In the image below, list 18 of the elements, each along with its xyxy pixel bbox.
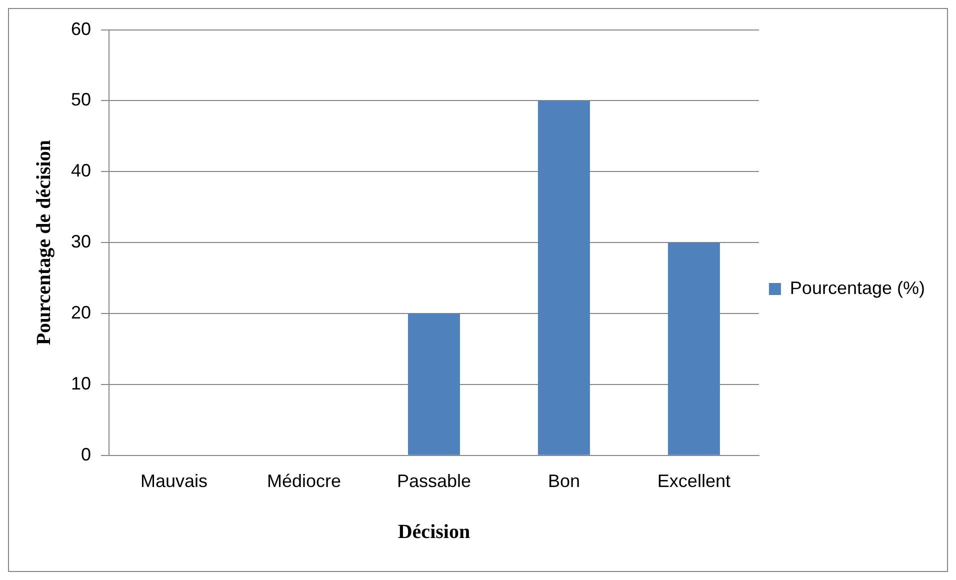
x-tick-label: Médiocre [266,471,342,492]
bar [668,242,720,455]
y-tick-label: 60 [70,18,92,39]
y-tick-label: 20 [70,302,92,322]
x-tick-label: Passable [396,471,472,492]
y-tick-label: 30 [70,232,92,252]
y-axis-title: Pourcentage de décision [33,140,56,346]
y-tick-label: 50 [70,90,92,110]
legend-label: Pourcentage (%) [790,278,926,298]
x-axis-title: Décision [398,521,470,544]
y-tick-label: 10 [70,373,92,394]
bar [408,314,460,455]
bar [538,100,590,455]
x-tick-label: Excellent [657,471,730,492]
y-tick-label: 40 [70,160,92,181]
y-tick-label: 0 [81,444,92,464]
x-tick-label: Mauvais [140,471,208,492]
x-tick-label: Bon [548,471,580,492]
